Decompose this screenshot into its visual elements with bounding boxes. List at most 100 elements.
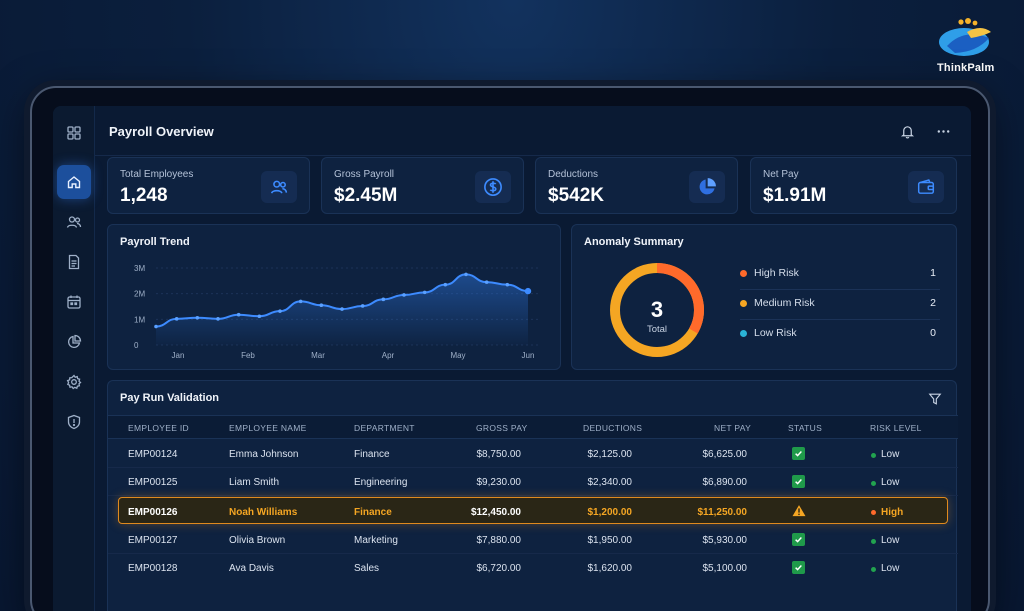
column-header-risk-level[interactable]: RISK LEVEL [870, 423, 922, 433]
page-title: Payroll Overview [109, 124, 214, 139]
stat-value: 1,248 [120, 185, 168, 206]
donut-total-label: Total [647, 324, 667, 335]
table-row[interactable]: EMP00127 Olivia Brown Marketing $7,880.0… [108, 526, 958, 554]
trend-data-point [381, 297, 386, 302]
table-row[interactable]: EMP00125 Liam Smith Engineering $9,230.0… [108, 468, 958, 496]
document-icon [68, 254, 80, 270]
y-tick-label: 3M [134, 264, 145, 273]
payroll-trend-card: Payroll Trend 3M 2M 1M 0 Jan Feb Mar Apr May Jun [107, 224, 561, 370]
grid-icon [67, 126, 81, 140]
gear-icon [66, 374, 82, 390]
legend-item-medium-risk: Medium Risk 2 [740, 290, 940, 320]
shield-icon [67, 414, 81, 430]
trend-data-point [402, 293, 406, 297]
cell-department: Finance [354, 507, 392, 518]
cell-employee-id: EMP00126 [128, 507, 178, 518]
cell-employee-id: EMP00128 [128, 563, 178, 574]
cell-net-pay: $6,625.00 [702, 449, 748, 460]
stat-card-deductions: Deductions $542K [535, 157, 738, 214]
status-check-icon [792, 447, 805, 460]
column-header-deductions[interactable]: DEDUCTIONS [583, 423, 643, 433]
trend-data-point [360, 304, 365, 308]
sidebar-item-documents[interactable] [57, 245, 91, 279]
legend-label: Low Risk [754, 327, 797, 339]
status-check-icon [792, 533, 805, 546]
more-options-button[interactable] [933, 121, 953, 141]
trend-data-point [464, 272, 468, 277]
trend-data-point [236, 312, 241, 317]
column-header-department[interactable]: DEPARTMENT [354, 423, 415, 433]
brand-logo: ThinkPalm [934, 16, 994, 76]
stat-label: Deductions [548, 169, 599, 180]
sidebar-item-security[interactable] [57, 405, 91, 439]
column-header-employee-name[interactable]: EMPLOYEE NAME [229, 423, 307, 433]
donut-segment-high [656, 263, 705, 334]
sidebar [53, 106, 95, 611]
cell-net-pay: $11,250.00 [697, 507, 748, 518]
column-header-status[interactable]: STATUS [788, 423, 823, 433]
table-row[interactable]: EMP00128 Ava Davis Sales $6,720.00 $1,62… [108, 554, 958, 582]
trend-data-point [298, 299, 303, 304]
x-tick-label: Mar [311, 351, 325, 360]
x-tick-label: May [450, 351, 465, 360]
dollar-icon [484, 178, 502, 196]
calendar-icon [67, 295, 81, 309]
sidebar-item-calendar[interactable] [57, 285, 91, 319]
apps-grid-button[interactable] [57, 116, 91, 150]
donut-total-value: 3 [651, 297, 663, 322]
sidebar-item-employees[interactable] [57, 205, 91, 239]
trend-data-point [484, 280, 489, 284]
stat-icon-box [475, 171, 511, 203]
filter-icon [928, 393, 942, 405]
more-horizontal-icon [937, 129, 949, 133]
brand-name: ThinkPalm [937, 62, 995, 74]
dashboard-screen: Payroll Overview Total Employees 1,248 G… [53, 106, 971, 611]
wallet-icon [917, 179, 935, 194]
stat-card-gross-payroll: Gross Payroll $2.45M [321, 157, 524, 214]
risk-dot-low [871, 453, 876, 458]
cell-employee-name: Liam Smith [229, 477, 280, 488]
cell-employee-id: EMP00127 [128, 535, 178, 546]
cell-gross-pay: $12,450.00 [470, 507, 521, 518]
cell-employee-id: EMP00124 [128, 449, 178, 460]
cell-employee-name: Emma Johnson [229, 449, 299, 460]
x-tick-label: Apr [382, 351, 395, 360]
trend-data-point [443, 282, 448, 287]
pie-chart-icon [699, 178, 716, 195]
pay-run-validation-title: Pay Run Validation [120, 392, 220, 404]
legend-item-high-risk: High Risk 1 [740, 260, 940, 290]
cell-risk-level: High [881, 507, 904, 518]
y-tick-label: 1M [134, 315, 145, 324]
table-row[interactable]: EMP00124 Emma Johnson Finance $8,750.00 … [108, 440, 958, 468]
stat-value: $2.45M [334, 185, 398, 206]
cell-gross-pay: $8,750.00 [476, 449, 522, 460]
column-header-net-pay[interactable]: NET PAY [714, 423, 752, 433]
risk-dot-low [871, 481, 876, 486]
cell-net-pay: $6,890.00 [702, 477, 748, 488]
column-header-employee-id[interactable]: EMPLOYEE ID [128, 423, 189, 433]
users-icon [270, 180, 288, 194]
stat-icon-box [261, 171, 297, 203]
cell-deductions: $1,200.00 [587, 507, 633, 518]
cell-department: Sales [354, 563, 380, 574]
cell-department: Finance [354, 449, 390, 460]
stat-label: Gross Payroll [334, 169, 395, 180]
warning-icon [792, 505, 806, 517]
cell-gross-pay: $9,230.00 [476, 477, 522, 488]
sidebar-item-home[interactable] [57, 165, 91, 199]
anomaly-summary-title: Anomaly Summary [584, 236, 684, 248]
trend-data-point [278, 309, 282, 313]
sidebar-item-reports[interactable] [57, 325, 91, 359]
y-tick-label: 0 [134, 341, 139, 350]
notifications-button[interactable] [897, 121, 917, 141]
sidebar-item-settings[interactable] [57, 365, 91, 399]
table-row-flagged[interactable]: EMP00126 Noah Williams Finance $12,450.0… [118, 497, 948, 524]
trend-data-point [154, 324, 158, 329]
pay-run-validation-card: Pay Run Validation EMPLOYEE ID EMPLOYEE … [107, 380, 958, 611]
stat-icon-box [908, 171, 944, 203]
cell-department: Engineering [354, 477, 408, 488]
filter-button[interactable] [928, 392, 942, 406]
cell-deductions: $2,340.00 [587, 477, 633, 488]
stat-label: Total Employees [120, 169, 194, 180]
column-header-gross-pay[interactable]: GROSS PAY [476, 423, 528, 433]
